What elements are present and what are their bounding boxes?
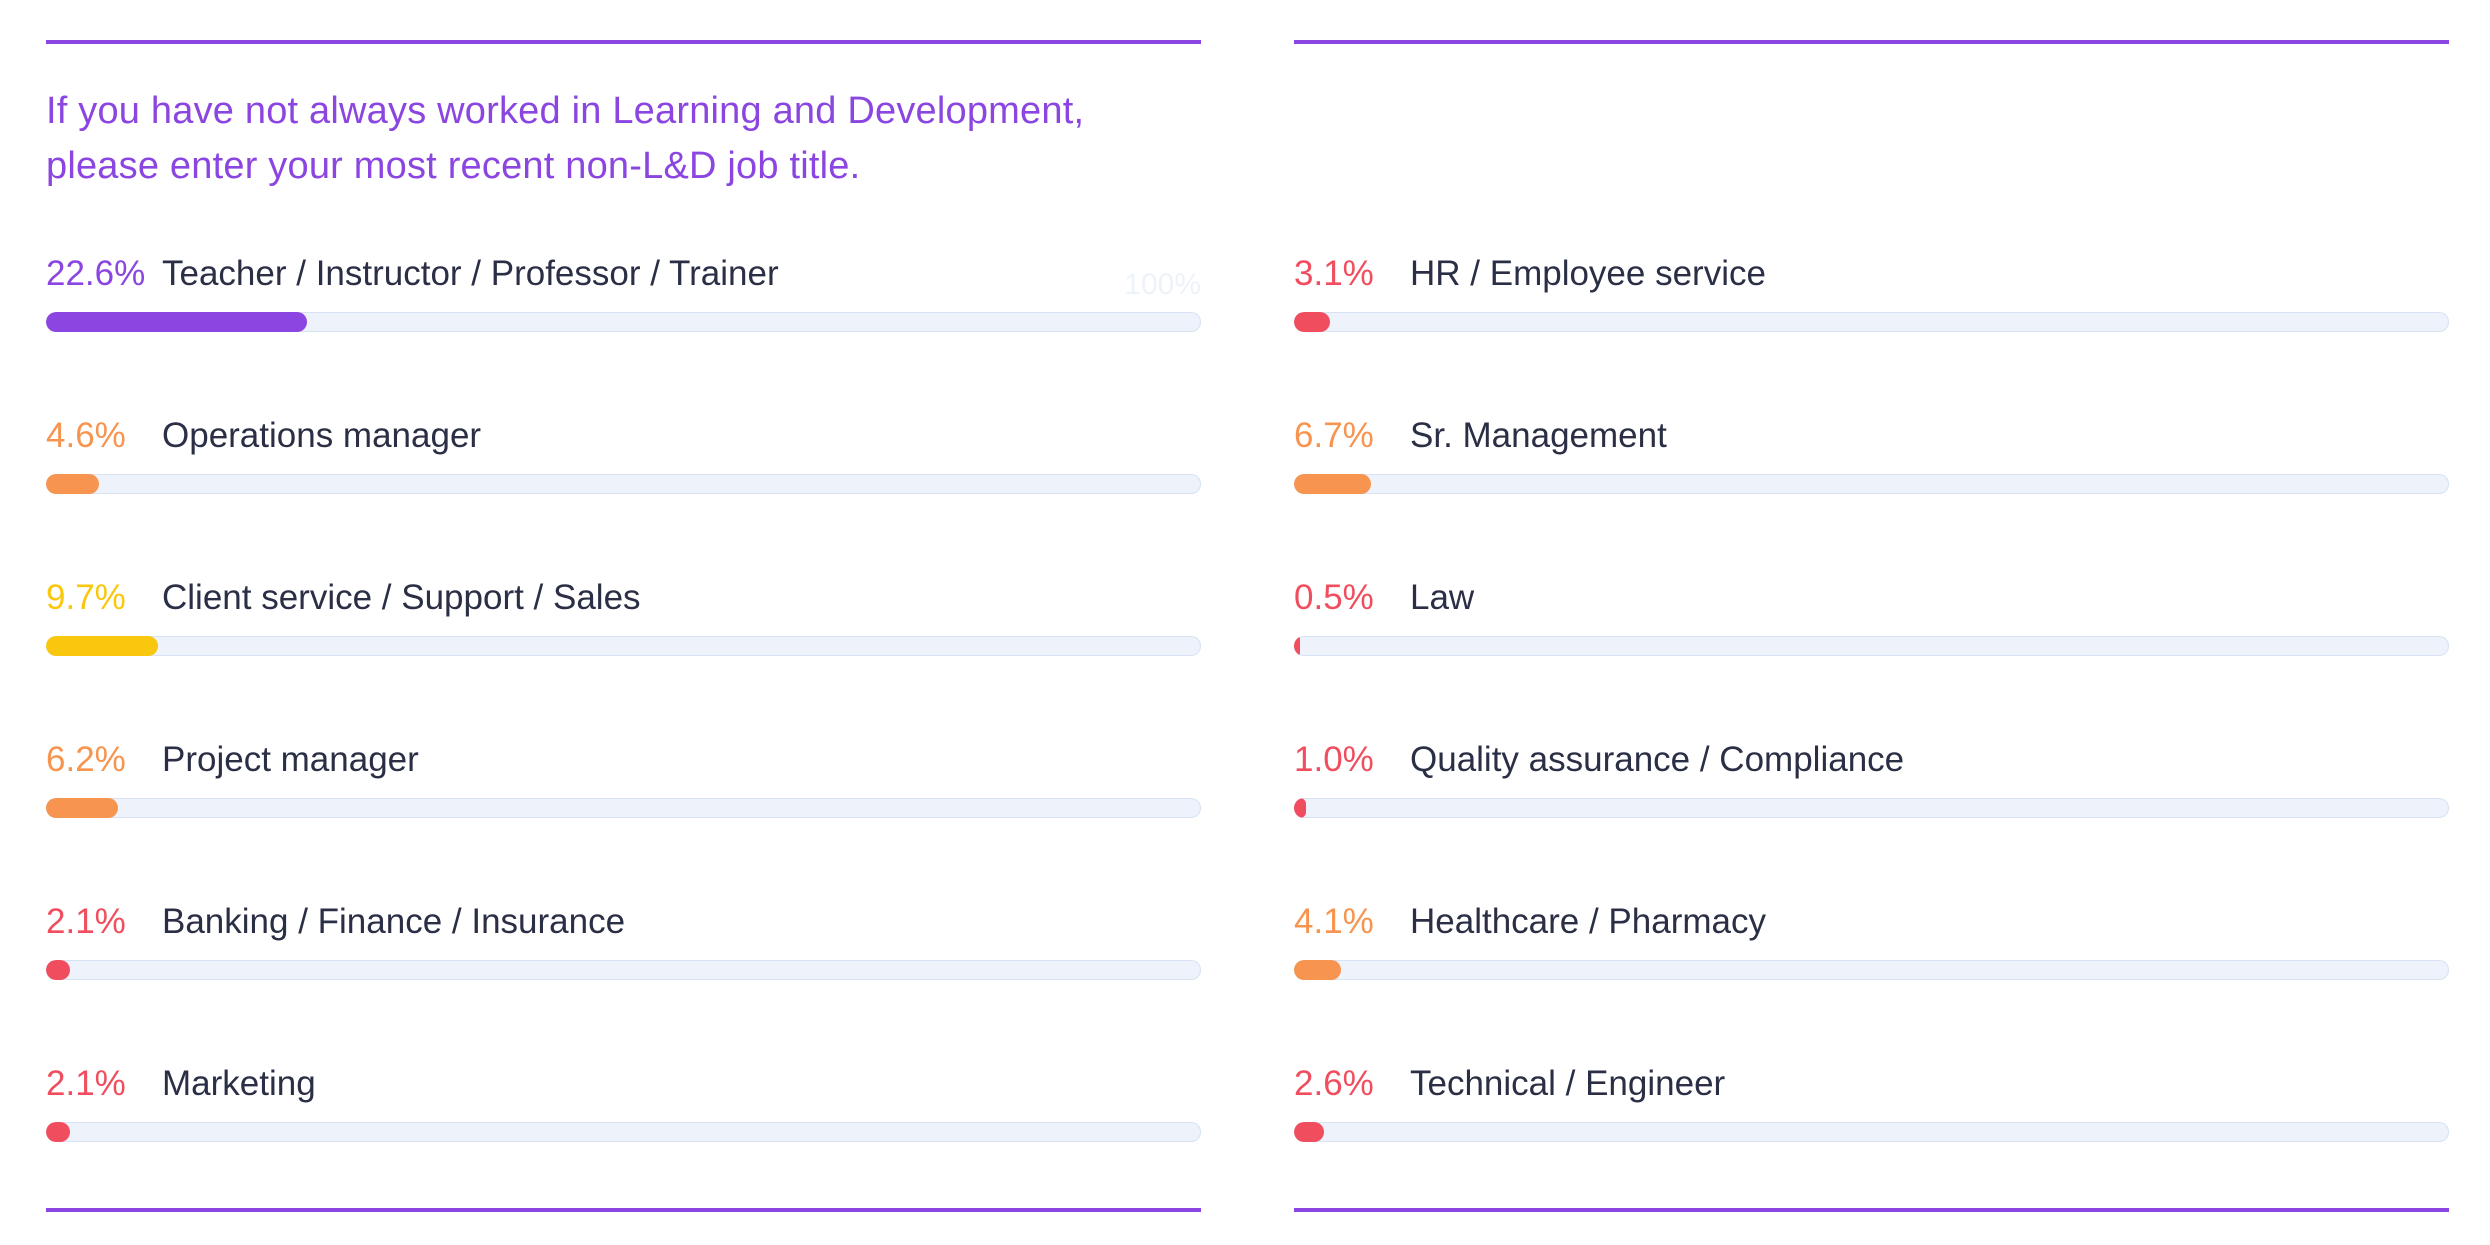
bar-row: 1.0% Quality assurance / Compliance: [1294, 738, 2449, 838]
bar-row: 6.7% Sr. Management: [1294, 414, 2449, 514]
bottom-divider: [1294, 1208, 2449, 1212]
category-label: Operations manager: [162, 416, 482, 455]
data-label: 2.1%: [46, 902, 126, 941]
category-label: Client service / Support / Sales: [162, 578, 641, 617]
category-label: Quality assurance / Compliance: [1410, 740, 1905, 779]
bar-track: [46, 474, 1201, 494]
data-label: 4.6%: [46, 416, 126, 455]
top-divider: [46, 40, 1201, 44]
category-label: Banking / Finance / Insurance: [162, 902, 626, 941]
bar-track: [46, 636, 1201, 656]
bar-track: [46, 1122, 1201, 1142]
data-label: 6.2%: [46, 740, 126, 779]
bar-fill: [1294, 960, 1341, 980]
data-label: 1.0%: [1294, 740, 1374, 779]
bar-track: [1294, 312, 2449, 332]
bar-row: 6.2% Project manager: [46, 738, 1201, 838]
data-label: 0.5%: [1294, 578, 1374, 617]
bar-track: [1294, 474, 2449, 494]
bar-track: [46, 312, 1201, 332]
bar-fill: [1294, 474, 1371, 494]
bar-track: [1294, 798, 2449, 818]
bar-track: [1294, 960, 2449, 980]
bottom-divider: [46, 1208, 1201, 1212]
bar-row: 2.1% Banking / Finance / Insurance: [46, 900, 1201, 1000]
bar-fill: [46, 1122, 70, 1142]
data-label: 2.1%: [46, 1064, 126, 1103]
bar-row: 4.1% Healthcare / Pharmacy: [1294, 900, 2449, 1000]
bar-row: 22.6% Teacher / Instructor / Professor / …: [46, 252, 1201, 352]
category-label: Teacher / Instructor / Professor / Train…: [162, 254, 779, 293]
scale-max-label: 100%: [1124, 268, 1201, 301]
category-label: Technical / Engineer: [1410, 1064, 1726, 1103]
bar-fill: [46, 636, 158, 656]
bar-row: 2.1% Marketing: [46, 1062, 1201, 1162]
data-label: 2.6%: [1294, 1064, 1374, 1103]
data-label: 4.1%: [1294, 902, 1374, 941]
category-label: Marketing: [162, 1064, 316, 1103]
bar-track: [46, 960, 1201, 980]
bar-row: 2.6% Technical / Engineer: [1294, 1062, 2449, 1162]
chart-column-right: 3.1% HR / Employee service 6.7% Sr. Managem…: [1294, 0, 2449, 1245]
chart-column-left: If you have not always worked in Learnin…: [46, 0, 1201, 1245]
bar-fill: [1294, 1122, 1324, 1142]
bar-fill: [46, 798, 118, 818]
bar-fill: [46, 474, 99, 494]
bar-row: 9.7% Client service / Support / Sales: [46, 576, 1201, 676]
chart-title: If you have not always worked in Learnin…: [46, 90, 1085, 187]
category-label: Healthcare / Pharmacy: [1410, 902, 1766, 941]
category-label: Sr. Management: [1410, 416, 1667, 455]
data-label: 9.7%: [46, 578, 126, 617]
data-label: 3.1%: [1294, 254, 1374, 293]
data-label: 22.6%: [46, 254, 146, 293]
bar-row: 3.1% HR / Employee service: [1294, 252, 2449, 352]
top-divider: [1294, 40, 2449, 44]
bar-track: [1294, 636, 2449, 656]
data-label: 6.7%: [1294, 416, 1374, 455]
bar-track: [1294, 1122, 2449, 1142]
category-label: Project manager: [162, 740, 419, 779]
bar-track: [46, 798, 1201, 818]
bar-row: 4.6% Operations manager: [46, 414, 1201, 514]
bar-fill: [1294, 636, 1300, 656]
bar-fill: [1294, 798, 1306, 818]
bar-fill: [1294, 312, 1330, 332]
bar-fill: [46, 960, 70, 980]
bar-fill: [46, 312, 307, 332]
bar-row: 0.5% Law: [1294, 576, 2449, 676]
category-label: HR / Employee service: [1410, 254, 1766, 293]
category-label: Law: [1410, 578, 1475, 617]
